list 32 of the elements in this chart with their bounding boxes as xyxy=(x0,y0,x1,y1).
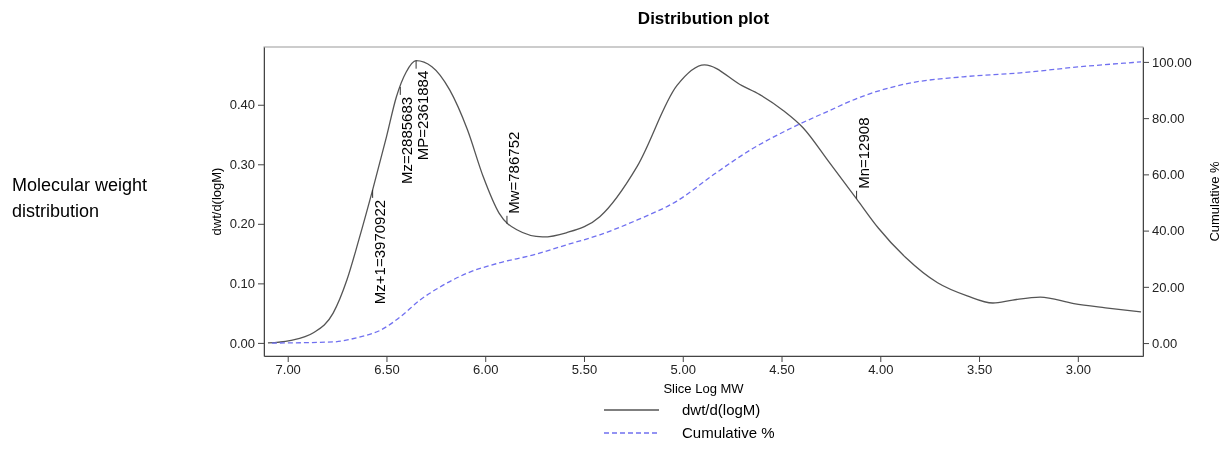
y2-tick-label: 100.00 xyxy=(1152,54,1192,70)
chart-title: Distribution plot xyxy=(637,9,770,28)
annotation: Mw=786752 xyxy=(504,131,522,214)
text: Molecular weight distribution xyxy=(12,175,148,221)
x-tick-label: 6.50 xyxy=(374,362,400,378)
x-tick-label: 4.00 xyxy=(868,362,894,378)
y2-tick-label: 20.00 xyxy=(1152,279,1185,295)
x-tick-label: 3.00 xyxy=(1065,362,1091,378)
x-tick-label: 5.00 xyxy=(670,362,696,378)
y2-axis-title: Cumulative % xyxy=(1207,160,1222,242)
y-tick-label: 0.40 xyxy=(229,97,255,113)
y2-tick-label: 80.00 xyxy=(1152,110,1185,126)
x-axis-title: Slice Log MW xyxy=(663,381,745,396)
y2-tick-label: 40.00 xyxy=(1152,223,1185,239)
annotation: Mz+1=3970922 xyxy=(370,199,388,305)
y2-tick-label: 0.00 xyxy=(1152,335,1178,351)
y-tick-label: 0.00 xyxy=(229,335,255,351)
y-tick-label: 0.10 xyxy=(229,276,255,292)
x-tick-label: 5.50 xyxy=(571,362,598,378)
x-tick-label: 4.50 xyxy=(769,362,795,378)
x-tick-label: 7.00 xyxy=(275,362,301,378)
legend-label: dwt/d(logM) xyxy=(682,401,761,418)
annotation: Mz=2885683 xyxy=(398,96,416,185)
y-tick-label: 0.30 xyxy=(229,156,255,172)
y2-tick-label: 60.00 xyxy=(1152,167,1185,183)
y-axis-title: dwt/d(logM) xyxy=(209,167,224,236)
annotation: Mn=12908 xyxy=(854,117,872,189)
legend-label: Cumulative % xyxy=(682,424,775,441)
x-tick-label: 3.50 xyxy=(966,362,993,378)
x-tick-label: 6.00 xyxy=(473,362,499,378)
annotation: MP=2361884 xyxy=(414,70,432,161)
y-tick-label: 0.20 xyxy=(229,216,255,232)
